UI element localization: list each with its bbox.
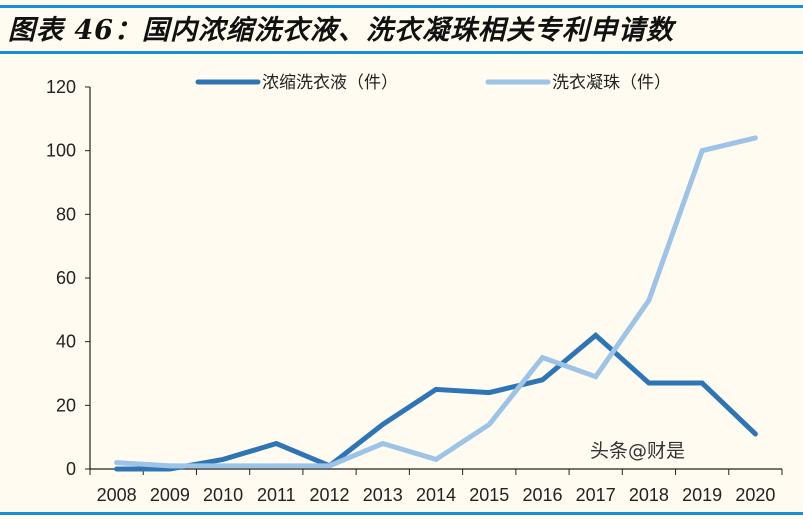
data-point <box>648 299 650 301</box>
x-tick-label: 2015 <box>469 485 509 505</box>
top-rule <box>0 5 803 8</box>
x-tick-label: 2013 <box>363 485 403 505</box>
watermark: 头条@财是 <box>586 440 690 462</box>
data-point <box>222 465 224 467</box>
data-point <box>595 334 597 336</box>
x-tick-label: 2018 <box>629 485 669 505</box>
x-tick-label: 2014 <box>416 485 456 505</box>
data-point <box>488 392 490 394</box>
data-point <box>648 382 650 384</box>
bottom-rule <box>0 512 803 515</box>
data-point <box>701 150 703 152</box>
y-tick-label: 0 <box>66 459 76 479</box>
y-tick-label: 80 <box>56 204 76 224</box>
data-point <box>595 376 597 378</box>
data-point <box>488 423 490 425</box>
y-tick-label: 120 <box>46 77 76 97</box>
y-tick-label: 100 <box>46 141 76 161</box>
x-tick-label: 2008 <box>97 485 137 505</box>
y-tick-label: 40 <box>56 332 76 352</box>
data-point <box>754 433 756 435</box>
data-point <box>382 423 384 425</box>
data-point <box>382 443 384 445</box>
x-tick-label: 2009 <box>150 485 190 505</box>
data-point <box>222 458 224 460</box>
data-point <box>169 465 171 467</box>
x-tick-label: 2012 <box>310 485 350 505</box>
data-point <box>275 443 277 445</box>
data-point <box>701 382 703 384</box>
data-point <box>329 465 331 467</box>
data-point <box>541 379 543 381</box>
x-tick-label: 2020 <box>735 485 775 505</box>
x-tick-label: 2019 <box>682 485 722 505</box>
data-point <box>435 388 437 390</box>
data-point <box>169 468 171 470</box>
x-tick-label: 2016 <box>522 485 562 505</box>
x-tick-label: 2010 <box>203 485 243 505</box>
series-line-2 <box>114 135 758 469</box>
title-rule <box>0 51 803 54</box>
data-point <box>541 357 543 359</box>
data-point <box>435 458 437 460</box>
chart-title: 图表 46：国内浓缩洗衣液、洗衣凝珠相关专利申请数 <box>8 15 674 46</box>
y-tick-label: 20 <box>56 395 76 415</box>
data-point <box>116 468 118 470</box>
legend-label: 浓缩洗衣液（件） <box>262 73 398 93</box>
y-tick-label: 60 <box>56 268 76 288</box>
legend-label: 洗衣凝珠（件） <box>552 73 671 93</box>
data-point <box>116 462 118 464</box>
data-point <box>754 137 756 139</box>
x-tick-label: 2011 <box>257 485 296 505</box>
data-point <box>275 465 277 467</box>
x-tick-label: 2017 <box>576 485 616 505</box>
